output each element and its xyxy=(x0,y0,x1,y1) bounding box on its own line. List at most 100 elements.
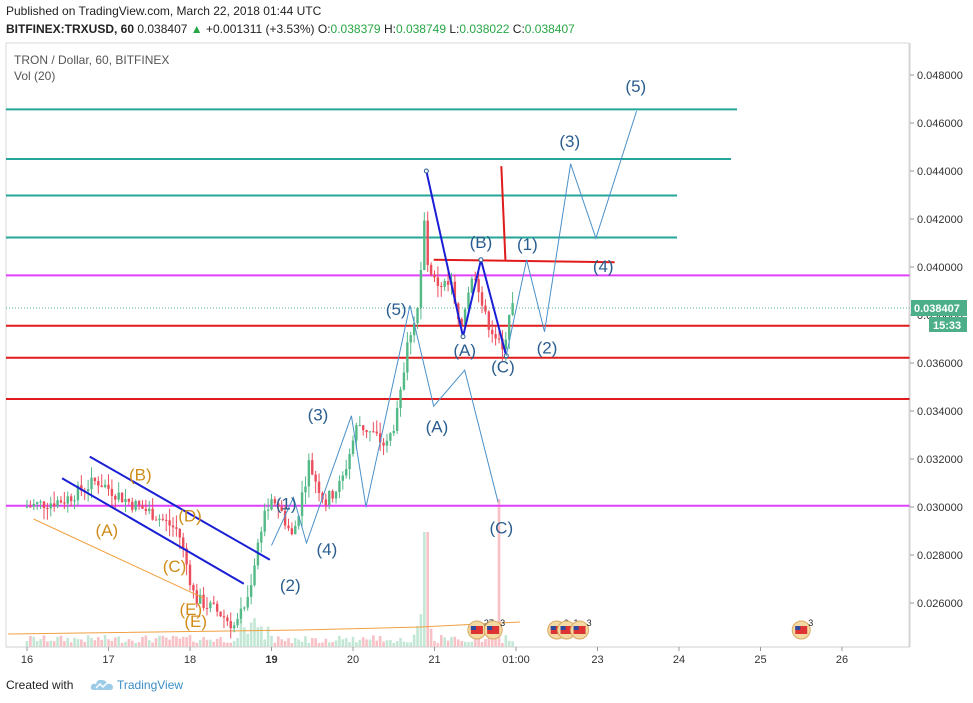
wave-label: (4) xyxy=(317,540,338,559)
wave-label: (4) xyxy=(593,257,614,276)
volume-bar xyxy=(97,637,100,647)
volume-bar xyxy=(192,641,195,647)
time-axis[interactable]: 16 17 18 19 20 21 01:00 23 24 25 26 xyxy=(21,647,848,666)
candle-body xyxy=(202,594,205,608)
footer-created-text: Created with xyxy=(6,678,74,692)
wave-paths xyxy=(271,110,638,546)
candle-body xyxy=(294,525,297,535)
candle-body xyxy=(409,335,412,343)
candle-body xyxy=(351,440,355,454)
candle-body xyxy=(175,527,178,529)
volume-bar xyxy=(351,636,355,647)
open-label: O: xyxy=(317,22,331,36)
event-flag-icon[interactable]: 3 xyxy=(483,618,505,640)
event-flag-icon[interactable]: 3 xyxy=(791,618,813,640)
elliott-wave-path xyxy=(271,305,411,546)
volume-bar xyxy=(93,640,97,647)
candle-body xyxy=(249,585,253,597)
trend-lines xyxy=(33,166,615,599)
published-line: Published on TradingView.com, March 22, … xyxy=(6,4,322,18)
time-tick-label: 25 xyxy=(754,654,766,666)
event-icons[interactable]: 2736133 xyxy=(467,618,813,640)
volume-bar xyxy=(73,637,76,647)
price-tick-label: 0.032000 xyxy=(917,454,963,466)
trend-line-orange xyxy=(33,518,205,599)
event-flag-icon[interactable]: 3 xyxy=(570,618,592,640)
candle-body xyxy=(307,460,311,487)
candle-body xyxy=(215,603,219,612)
price-tick-label: 0.036000 xyxy=(917,358,963,370)
candle-body xyxy=(137,501,141,506)
candle-body xyxy=(406,342,409,373)
high-value: 0.038749 xyxy=(395,22,447,36)
volume-bar xyxy=(171,635,175,647)
price-tick-label: 0.026000 xyxy=(917,598,963,610)
volume-bar xyxy=(494,636,497,647)
candle-body xyxy=(69,496,73,502)
candle-body xyxy=(73,500,76,502)
volume-bar xyxy=(283,641,287,647)
candle-body xyxy=(25,506,29,508)
candle-body xyxy=(355,425,358,441)
volume-bar xyxy=(35,641,39,647)
candle-body xyxy=(144,508,148,511)
candle-body xyxy=(338,480,341,492)
candle-body xyxy=(86,489,90,492)
event-flag-stripes xyxy=(573,626,586,634)
candle-body xyxy=(443,281,446,287)
candle-body xyxy=(412,323,416,336)
candle-body xyxy=(35,502,39,504)
tradingview-link[interactable]: TradingView xyxy=(117,678,184,692)
volume-bar xyxy=(83,641,87,647)
event-flag-stripes xyxy=(560,626,573,634)
candle-body xyxy=(453,281,457,304)
volume-bar xyxy=(107,639,110,647)
last-price-badge xyxy=(911,300,967,316)
candle-body xyxy=(80,485,83,491)
candle-body xyxy=(287,525,290,529)
candle-body xyxy=(314,474,317,482)
price-axis[interactable]: 0.026000 0.028000 0.030000 0.032000 0.034000… xyxy=(910,70,963,610)
time-tick-label: 18 xyxy=(184,654,196,666)
volume-bar xyxy=(249,622,253,647)
tradingview-cloud-icon[interactable] xyxy=(90,678,114,692)
volume-bar xyxy=(429,628,433,647)
candle-body xyxy=(300,492,304,517)
volume-bar xyxy=(358,639,362,647)
horizontal-levels xyxy=(6,108,910,507)
volume-bar xyxy=(195,642,199,647)
candle-body xyxy=(290,528,294,535)
candle-body xyxy=(508,315,511,340)
volume-bar xyxy=(188,635,192,647)
volume-bar xyxy=(229,642,233,647)
volume-bar xyxy=(327,642,331,647)
volume-bar xyxy=(185,637,188,647)
volume-bar xyxy=(378,636,382,647)
volume-bar xyxy=(198,639,202,647)
candle-body xyxy=(304,486,307,493)
wave-label: (A) xyxy=(453,341,476,360)
volume-bar xyxy=(32,636,36,647)
low-label: L: xyxy=(449,22,460,36)
volume-bar xyxy=(375,640,379,647)
candle-body xyxy=(477,279,480,293)
candle-body xyxy=(232,625,236,629)
candle-body xyxy=(32,503,35,507)
candle-body xyxy=(266,509,270,511)
wave-label: (D) xyxy=(178,506,202,525)
volume-bar xyxy=(219,637,222,647)
volume-bar xyxy=(141,636,144,647)
candle-body xyxy=(345,469,348,476)
candle-body xyxy=(66,496,69,504)
volume-bar xyxy=(361,637,365,647)
candle-body xyxy=(195,590,198,604)
candle-body xyxy=(134,501,137,510)
volume-bar xyxy=(372,635,375,647)
volume-bar xyxy=(147,640,151,647)
volume-bar xyxy=(304,636,307,647)
volume-bar xyxy=(124,641,127,647)
candle-body xyxy=(188,564,192,586)
volume-bar xyxy=(76,639,80,647)
volume-bar xyxy=(368,639,372,647)
